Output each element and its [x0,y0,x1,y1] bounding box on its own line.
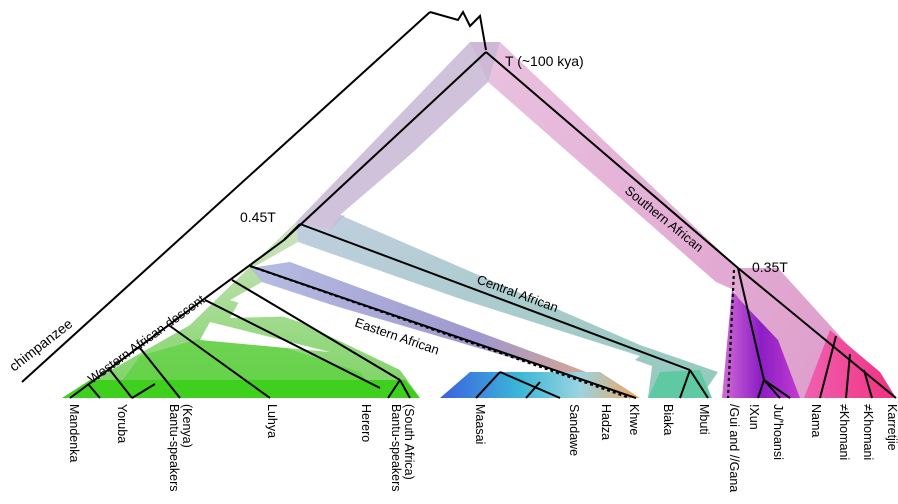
population-labels: Mandenka Yoruba Bantu-speakers(Kenya) Luhya… [67,404,898,492]
population-label: Hadza [599,404,613,440]
tree-lines [21,9,897,399]
population-label: /Gui and //Gana [727,404,741,492]
population-label: Bantu-speakers(Kenya) [167,404,194,492]
population-label: Mandenka [67,404,81,462]
population-label: ≠Khomani [861,404,875,460]
population-label: Biaka [661,404,675,435]
central-band [296,215,718,398]
population-label: Bantu-speakers(South Africa) [389,404,416,492]
node-045-label: 0.45T [240,209,276,225]
ancestral-band [296,42,500,230]
population-label: Mbuti [697,404,711,435]
dotted-lines [249,264,736,400]
root-node-label: T (~100 kya) [505,53,584,69]
population-label: Herero [359,404,373,442]
population-label: !Xun [747,404,761,430]
population-label: Sandawe [567,404,581,456]
population-label: Luhya [265,404,279,438]
population-label: Khwe [627,404,641,435]
population-label: Yoruba [115,404,129,443]
population-label: Nama [809,404,823,437]
population-label: Karretjie [885,404,898,451]
band-gaps [200,88,710,378]
population-label: Ju/'hoansi [771,404,785,460]
population-label: Maasai [473,404,487,444]
population-label: ≠Khomani [837,404,851,460]
node-035-label: 0.35T [752,259,788,275]
